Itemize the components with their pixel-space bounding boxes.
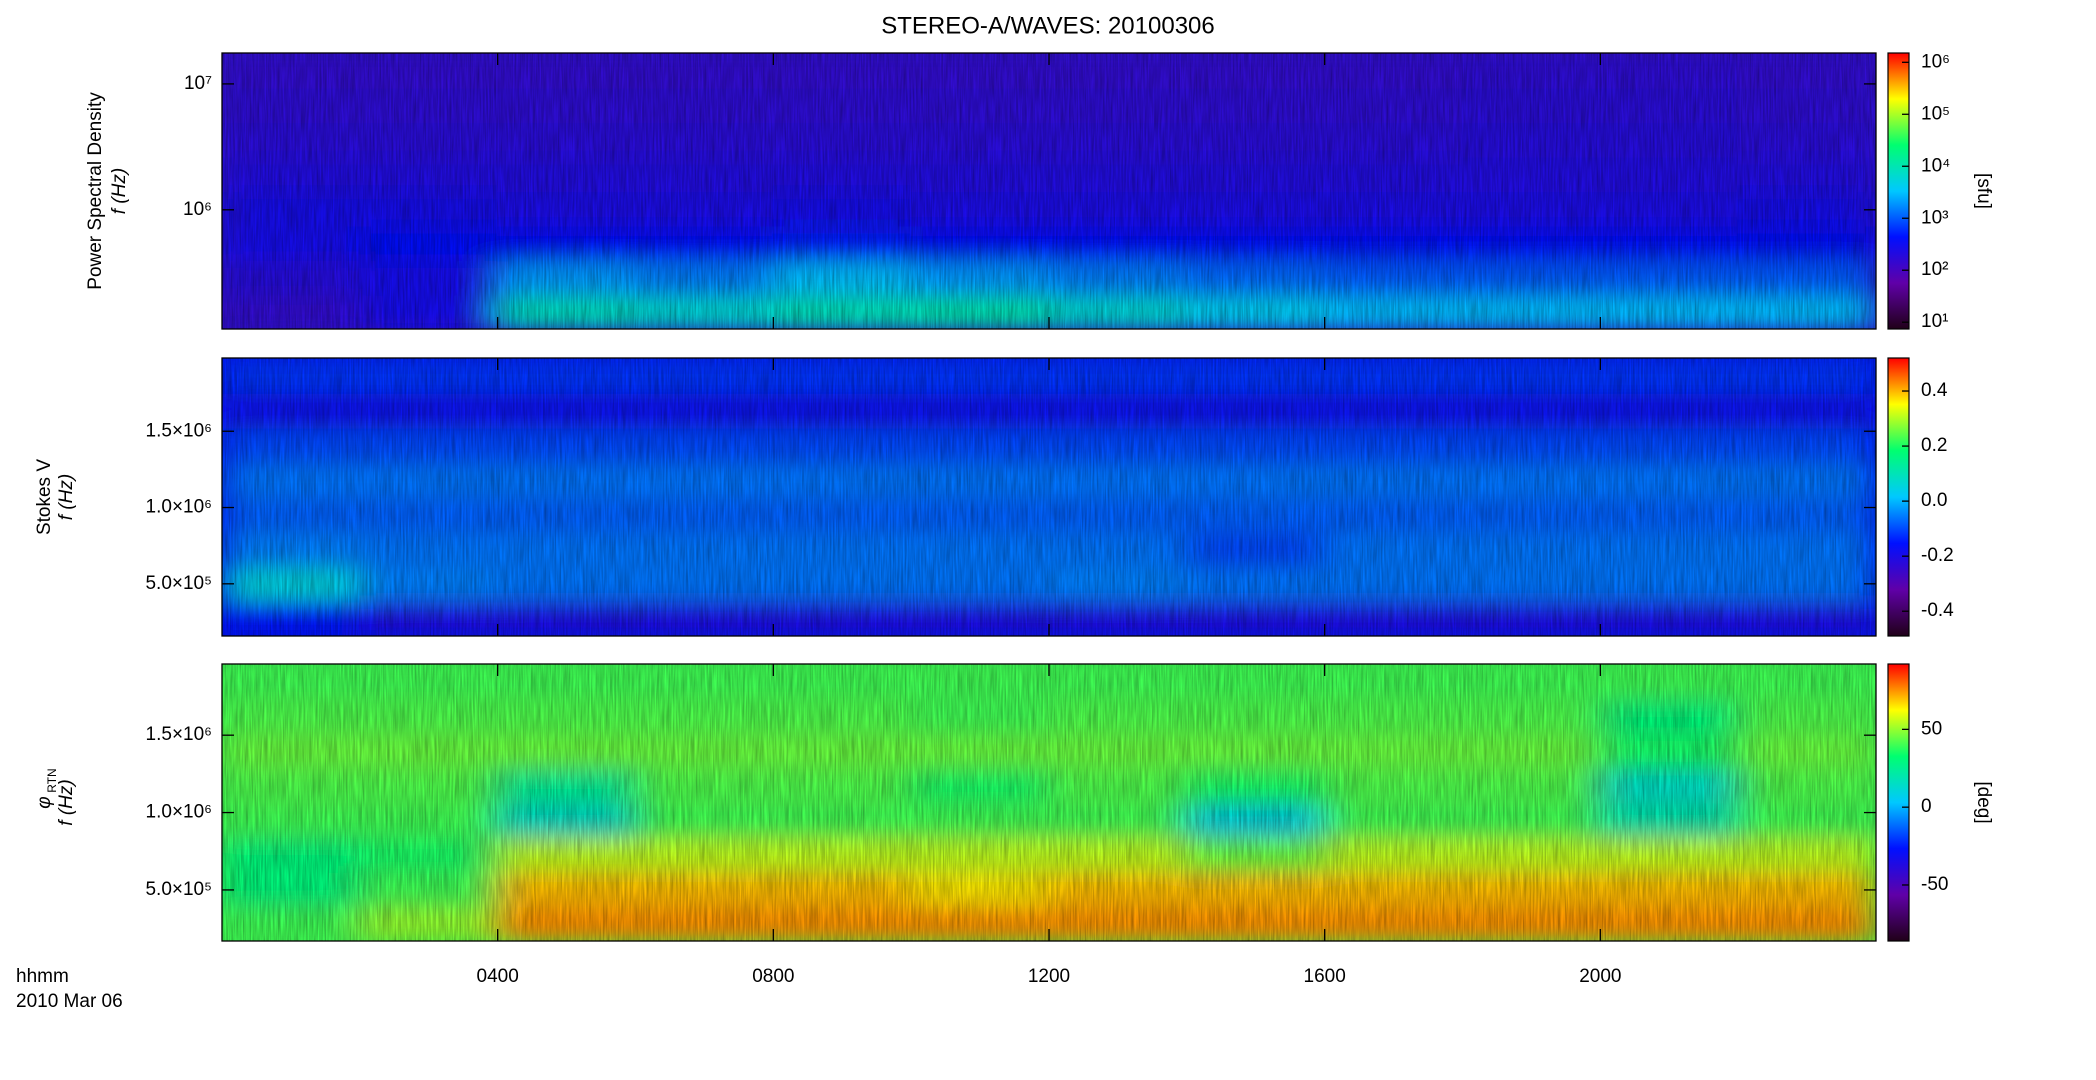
colorbar-tick-label: 0: [1921, 796, 1932, 817]
x-tick-label: 1600: [1304, 966, 1346, 987]
y-tick-label: 10⁷: [184, 73, 212, 94]
colorbar-tick-label: 10⁵: [1921, 103, 1950, 124]
cells: [222, 358, 1876, 636]
y-tick-label: 1.0×10⁶: [146, 497, 212, 518]
colorbar-tick-label: 50: [1921, 718, 1942, 739]
x-tick-label: 0400: [477, 966, 519, 987]
x-axis-label: 2010 Mar 06: [16, 991, 123, 1012]
colorbar-tick-label: 10⁴: [1921, 155, 1950, 176]
colorbar-tick-label: -50: [1921, 874, 1948, 895]
y-axis-label: Power Spectral Density: [85, 92, 106, 290]
colorbar-tick-label: 10²: [1921, 259, 1948, 280]
x-tick-label: 2000: [1579, 966, 1621, 987]
colorbar-tick-label: 10¹: [1921, 311, 1948, 332]
x-tick-label: 1200: [1028, 966, 1070, 987]
x-axis-label: hhmm: [16, 966, 69, 987]
colorbar: [1887, 52, 1910, 330]
cells: [222, 53, 1876, 329]
colorbar-label: [deg]: [1973, 781, 1994, 823]
colorbar-tick-label: 0.0: [1921, 490, 1947, 511]
y-axis-label: f (Hz): [56, 474, 77, 520]
y-axis-label: Stokes V: [34, 459, 55, 535]
chart-title: STEREO-A/WAVES: 20100306: [881, 12, 1214, 39]
texture: [222, 53, 1876, 329]
colorbar-tick-label: -0.4: [1921, 600, 1954, 621]
colorbar: [1887, 663, 1910, 942]
colorbar-tick-label: 10⁶: [1921, 51, 1950, 72]
y-tick-label: 5.0×10⁵: [145, 879, 212, 900]
y-tick-label: 5.0×10⁵: [145, 573, 212, 594]
y-axis-label-subscript: RTN: [45, 768, 59, 792]
x-tick-label: 0800: [752, 966, 794, 987]
y-axis-label: f (Hz): [56, 779, 77, 825]
colorbar: [1887, 357, 1910, 637]
y-tick-label: 1.5×10⁶: [146, 420, 212, 441]
y-tick-label: 1.5×10⁶: [146, 724, 212, 745]
colorbar-tick-label: -0.2: [1921, 545, 1954, 566]
y-axis-label: f (Hz): [109, 168, 130, 214]
colorbar-tick-label: 0.2: [1921, 435, 1947, 456]
y-tick-label: 1.0×10⁶: [146, 802, 212, 823]
colorbar-label: [sfu]: [1973, 173, 1994, 209]
texture: [222, 664, 1876, 941]
colorbar-tick-label: 10³: [1921, 207, 1948, 228]
cells: [222, 664, 1876, 941]
y-tick-label: 10⁶: [183, 199, 212, 220]
texture: [222, 358, 1876, 636]
y-axis-label: φ: [34, 796, 55, 808]
colorbar-tick-label: 0.4: [1921, 380, 1948, 401]
